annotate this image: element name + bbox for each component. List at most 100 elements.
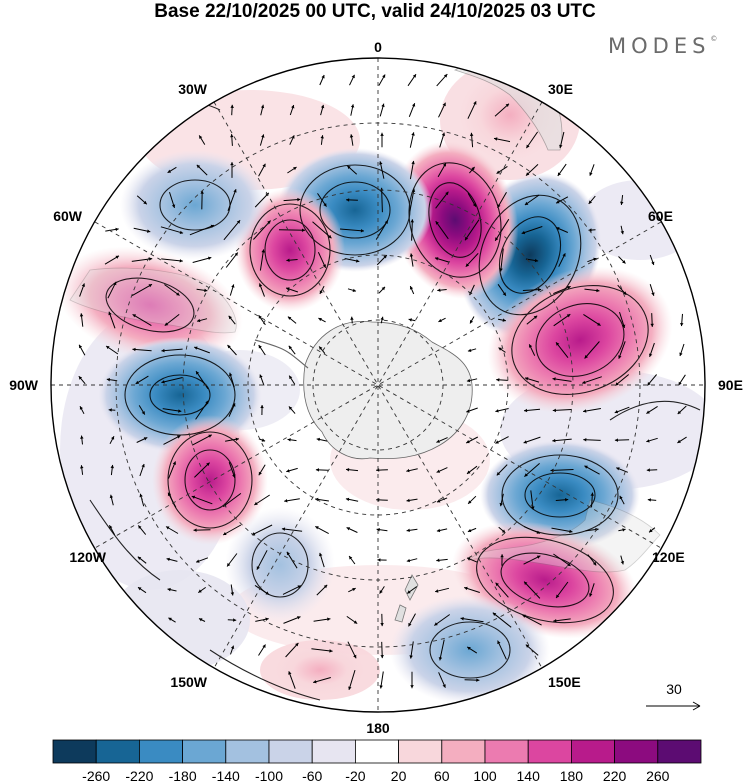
wind-arrowhead — [141, 464, 145, 468]
wind-arrowhead — [589, 172, 593, 176]
wind-arrowhead — [288, 345, 292, 350]
wind-arrowhead — [132, 314, 137, 318]
wind-arrowhead — [646, 410, 650, 414]
wind-arrowhead — [323, 584, 328, 589]
wind-arrowhead — [141, 411, 145, 415]
wind-arrowhead — [616, 467, 620, 471]
colorbar-swatch — [614, 739, 659, 764]
wind-arrowhead — [260, 104, 265, 109]
wind-arrowhead — [346, 198, 350, 202]
wind-arrowhead — [406, 558, 411, 563]
wind-arrow — [500, 248, 504, 272]
wind-arrow — [132, 313, 152, 327]
wind-arrowhead — [588, 200, 592, 204]
wind-arrowhead — [353, 620, 358, 624]
wind-arrowhead — [167, 587, 171, 592]
wind-arrow — [524, 463, 540, 477]
lon-label-90w: 90W — [9, 377, 39, 393]
wind-arrowhead — [566, 314, 571, 318]
wind-arrowhead — [438, 657, 443, 661]
wind-arrowhead — [552, 408, 556, 413]
wind-arrowhead — [531, 506, 535, 510]
wind-arrow — [347, 641, 357, 659]
wind-arrowhead — [197, 318, 201, 323]
wind-arrowhead — [164, 322, 169, 326]
colorbar-swatch — [441, 739, 486, 764]
wind-arrowhead — [678, 381, 682, 386]
wind-arrowhead — [352, 588, 356, 592]
wind-vectors — [78, 73, 687, 691]
wind-arrowhead — [614, 410, 619, 414]
wind-arrowhead — [436, 469, 441, 473]
wind-arrowhead — [529, 344, 533, 348]
wind-arrowhead — [533, 315, 538, 319]
wind-arrowhead — [286, 258, 290, 262]
wind-arrow — [278, 229, 306, 231]
wind-arrowhead — [467, 646, 471, 651]
wind-arrow — [254, 494, 270, 506]
wind-arrow — [467, 101, 477, 119]
wind-arrowhead — [467, 557, 471, 561]
lon-label-30e: 30E — [548, 81, 573, 97]
wind-arrowhead — [442, 684, 446, 688]
wind-arrow — [523, 581, 541, 599]
wind-arrowhead — [139, 493, 143, 498]
longitude-labels: 0 30E 60E 90E 120E 150E 180 150W 120W 90… — [9, 39, 743, 736]
wind-arrowhead — [499, 502, 503, 507]
colorbar-swatch — [95, 739, 140, 764]
wind-arrowhead — [381, 286, 385, 291]
wind-arrowhead — [521, 230, 526, 235]
wind-arrowhead — [583, 409, 587, 413]
wind-arrowhead — [593, 257, 597, 261]
wind-arrowhead — [466, 409, 470, 413]
wind-arrowhead — [106, 378, 110, 382]
australia-outline — [469, 499, 661, 573]
colorbar-tick-label: 220 — [603, 768, 627, 783]
wind-arrowhead — [410, 685, 414, 689]
anomaly-low-south-west — [225, 507, 335, 623]
wind-arrowhead — [500, 554, 504, 558]
wind-arrowhead — [143, 437, 148, 441]
wind-arrowhead — [409, 253, 414, 257]
wind-arrowhead — [206, 462, 210, 466]
wind-arrowhead — [471, 166, 475, 171]
wind-arrowhead — [380, 623, 384, 627]
wind-arrowhead — [590, 492, 594, 496]
wind-arrowhead — [109, 525, 113, 529]
wind-arrowhead — [646, 468, 650, 472]
wind-arrowhead — [318, 318, 322, 322]
wind-arrowhead — [191, 495, 196, 499]
wind-arrowhead — [569, 529, 573, 534]
wind-arrowhead — [597, 322, 601, 326]
wind-arrowhead — [233, 189, 237, 193]
wind-arrowhead — [589, 593, 593, 597]
wind-arrowhead — [411, 160, 415, 165]
wind-arrowhead — [383, 255, 387, 259]
wind-arrowhead — [199, 618, 203, 622]
wind-arrowhead — [138, 525, 142, 529]
wind-arrow — [225, 252, 239, 268]
wind-arrowhead — [350, 104, 355, 108]
wind-arrowhead — [536, 530, 540, 534]
reference-vector: 30 — [646, 681, 701, 711]
wind-arrowhead — [406, 498, 410, 503]
wind-arrowhead — [108, 408, 112, 412]
wind-arrowhead — [316, 437, 320, 442]
wind-arrow — [254, 192, 270, 208]
wind-arrowhead — [230, 592, 235, 596]
wind-arrowhead — [230, 645, 235, 649]
wind-arrow — [411, 219, 413, 241]
wind-arrowhead — [137, 556, 142, 560]
wind-arrowhead — [469, 291, 473, 296]
wind-arrow — [522, 289, 542, 291]
wind-arrowhead — [436, 528, 441, 533]
wind-arrowhead — [199, 135, 203, 139]
wind-arrowhead — [80, 435, 84, 439]
wind-arrow — [194, 462, 210, 478]
wind-arrowhead — [295, 643, 299, 647]
wind-arrowhead — [287, 316, 292, 320]
wind-arrowhead — [622, 260, 626, 264]
wind-arrow — [191, 434, 213, 446]
anomaly-high-south — [275, 645, 365, 695]
wind-arrowhead — [352, 288, 356, 292]
